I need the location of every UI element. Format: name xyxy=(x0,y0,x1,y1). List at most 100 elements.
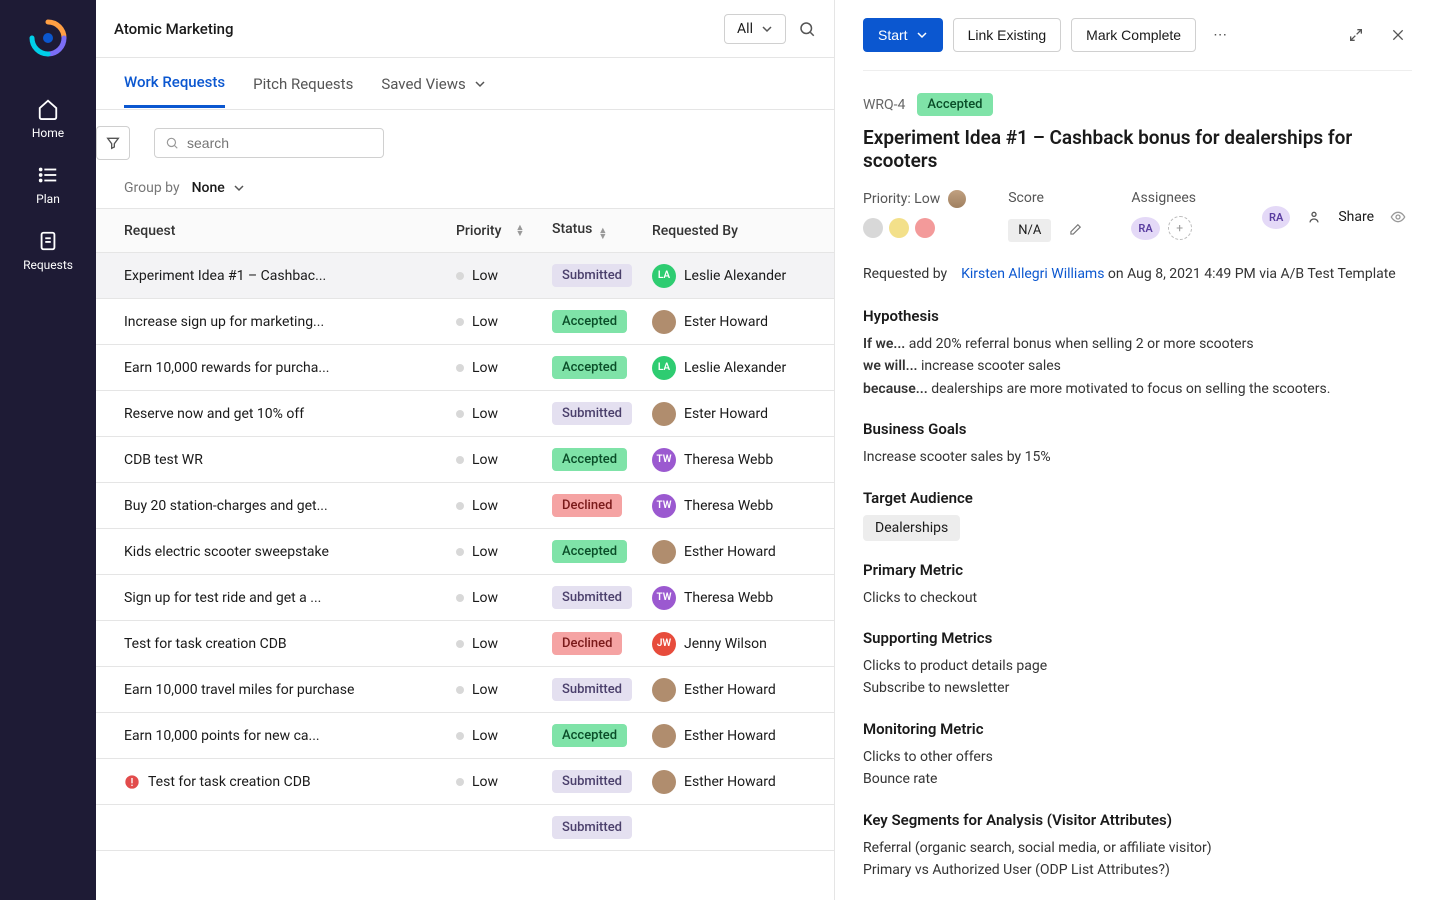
group-by-dropdown[interactable]: None xyxy=(192,180,245,196)
filter-all-label: All xyxy=(737,21,753,37)
table-row[interactable]: Kids electric scooter sweepstake Low Acc… xyxy=(96,529,834,575)
status-badge: Declined xyxy=(552,494,622,517)
section-target-audience: Target Audience Dealerships xyxy=(863,489,1412,541)
tab-work-requests[interactable]: Work Requests xyxy=(124,59,225,108)
team-icon[interactable] xyxy=(1300,203,1328,231)
status-badge: Submitted xyxy=(552,586,632,609)
avatar xyxy=(652,402,676,426)
cell-request: Test for task creation CDB xyxy=(124,774,456,790)
cell-status: Accepted xyxy=(552,448,652,471)
share-label[interactable]: Share xyxy=(1338,209,1374,225)
priority-dot-icon xyxy=(456,640,464,648)
filter-button[interactable] xyxy=(96,126,130,160)
section-hypothesis: Hypothesis If we... add 20% referral bon… xyxy=(863,307,1412,400)
document-icon xyxy=(37,230,59,252)
link-existing-button[interactable]: Link Existing xyxy=(953,18,1062,52)
sidebar: Home Plan Requests xyxy=(0,0,96,900)
mark-complete-button[interactable]: Mark Complete xyxy=(1071,18,1196,52)
cell-priority: Low xyxy=(456,544,552,560)
status-badge: Accepted xyxy=(552,448,627,471)
priority-dot-high xyxy=(915,218,935,238)
table-row[interactable]: Earn 10,000 rewards for purcha... Low Ac… xyxy=(96,345,834,391)
tab-saved-views[interactable]: Saved Views xyxy=(381,61,485,107)
avatar xyxy=(652,678,676,702)
search-input[interactable] xyxy=(187,135,373,151)
search-icon[interactable] xyxy=(798,20,816,38)
cell-status: Accepted xyxy=(552,540,652,563)
cell-priority: Low xyxy=(456,314,552,330)
filter-all-dropdown[interactable]: All xyxy=(724,14,786,44)
visibility-icon[interactable] xyxy=(1384,203,1412,231)
requests-table: Request Priority▲▼ Status▲▼ Requested By… xyxy=(96,208,834,851)
nav-requests[interactable]: Requests xyxy=(0,218,96,284)
status-badge: Submitted xyxy=(552,816,632,839)
chevron-down-icon xyxy=(761,23,773,35)
avatar xyxy=(652,310,676,334)
header-requested-by[interactable]: Requested By xyxy=(652,223,822,239)
header-request[interactable]: Request xyxy=(124,223,456,239)
cell-priority: Low xyxy=(456,728,552,744)
start-button[interactable]: Start xyxy=(863,18,943,52)
table-row[interactable]: Buy 20 station-charges and get... Low De… xyxy=(96,483,834,529)
header-priority[interactable]: Priority▲▼ xyxy=(456,223,552,239)
cell-priority: Low xyxy=(456,268,552,284)
priority-dot-med xyxy=(889,218,909,238)
search-box[interactable] xyxy=(154,128,384,158)
status-badge: Submitted xyxy=(552,402,632,425)
chevron-down-icon xyxy=(916,29,928,41)
cell-status: Accepted xyxy=(552,356,652,379)
share-avatar: RA xyxy=(1262,206,1290,229)
cell-status: Accepted xyxy=(552,310,652,333)
table-row[interactable]: Earn 10,000 points for new ca... Low Acc… xyxy=(96,713,834,759)
cell-request: Test for task creation CDB xyxy=(124,636,456,652)
cell-status: Submitted xyxy=(552,402,652,425)
priority-dot-icon xyxy=(456,594,464,602)
avatar: TW xyxy=(652,494,676,518)
expand-icon[interactable] xyxy=(1342,21,1370,49)
requester-link[interactable]: Kirsten Allegri Williams xyxy=(961,266,1104,282)
cell-priority: Low xyxy=(456,360,552,376)
table-row[interactable]: Earn 10,000 travel miles for purchase Lo… xyxy=(96,667,834,713)
table-row[interactable]: Reserve now and get 10% off Low Submitte… xyxy=(96,391,834,437)
priority-dot-icon xyxy=(456,778,464,786)
table-row[interactable]: Submitted xyxy=(96,805,834,851)
tab-pitch-requests[interactable]: Pitch Requests xyxy=(253,61,353,107)
more-icon[interactable]: ⋯ xyxy=(1206,21,1234,49)
table-row[interactable]: CDB test WR Low Accepted TWTheresa Webb xyxy=(96,437,834,483)
chevron-down-icon xyxy=(474,78,486,90)
cell-requester: Ester Howard xyxy=(652,310,822,334)
cell-status: Declined xyxy=(552,494,652,517)
edit-score-icon[interactable] xyxy=(1061,216,1089,244)
status-badge: Accepted xyxy=(552,310,627,333)
priority-dots[interactable] xyxy=(863,218,966,238)
avatar: TW xyxy=(652,586,676,610)
nav-plan[interactable]: Plan xyxy=(0,152,96,218)
sort-icon: ▲▼ xyxy=(598,228,607,240)
cell-request: CDB test WR xyxy=(124,452,456,468)
table-header: Request Priority▲▼ Status▲▼ Requested By xyxy=(96,209,834,253)
cell-requester: TWTheresa Webb xyxy=(652,448,822,472)
add-assignee-button[interactable]: + xyxy=(1168,216,1192,240)
nav-home[interactable]: Home xyxy=(0,86,96,152)
table-row[interactable]: Experiment Idea #1 – Cashbac... Low Subm… xyxy=(96,253,834,299)
cell-status: Submitted xyxy=(552,264,652,287)
status-badge: Submitted xyxy=(552,264,632,287)
table-row[interactable]: Increase sign up for marketing... Low Ac… xyxy=(96,299,834,345)
cell-priority: Low xyxy=(456,682,552,698)
cell-status: Submitted xyxy=(552,586,652,609)
cell-requester: JWJenny Wilson xyxy=(652,632,822,656)
priority-dot-low xyxy=(863,218,883,238)
assignee-chip[interactable]: RA xyxy=(1131,217,1159,240)
close-icon[interactable] xyxy=(1384,21,1412,49)
topbar: Atomic Marketing All xyxy=(96,0,834,58)
priority-dot-icon xyxy=(456,364,464,372)
detail-title: Experiment Idea #1 – Cashback bonus for … xyxy=(863,126,1412,172)
score-value: N/A xyxy=(1008,219,1051,242)
table-row[interactable]: Test for task creation CDB Low Declined … xyxy=(96,621,834,667)
table-row[interactable]: Test for task creation CDB Low Submitted… xyxy=(96,759,834,805)
cell-request: Experiment Idea #1 – Cashbac... xyxy=(124,268,456,284)
header-status[interactable]: Status▲▼ xyxy=(552,221,652,240)
detail-id: WRQ-4 xyxy=(863,97,905,113)
avatar xyxy=(652,770,676,794)
table-row[interactable]: Sign up for test ride and get a ... Low … xyxy=(96,575,834,621)
